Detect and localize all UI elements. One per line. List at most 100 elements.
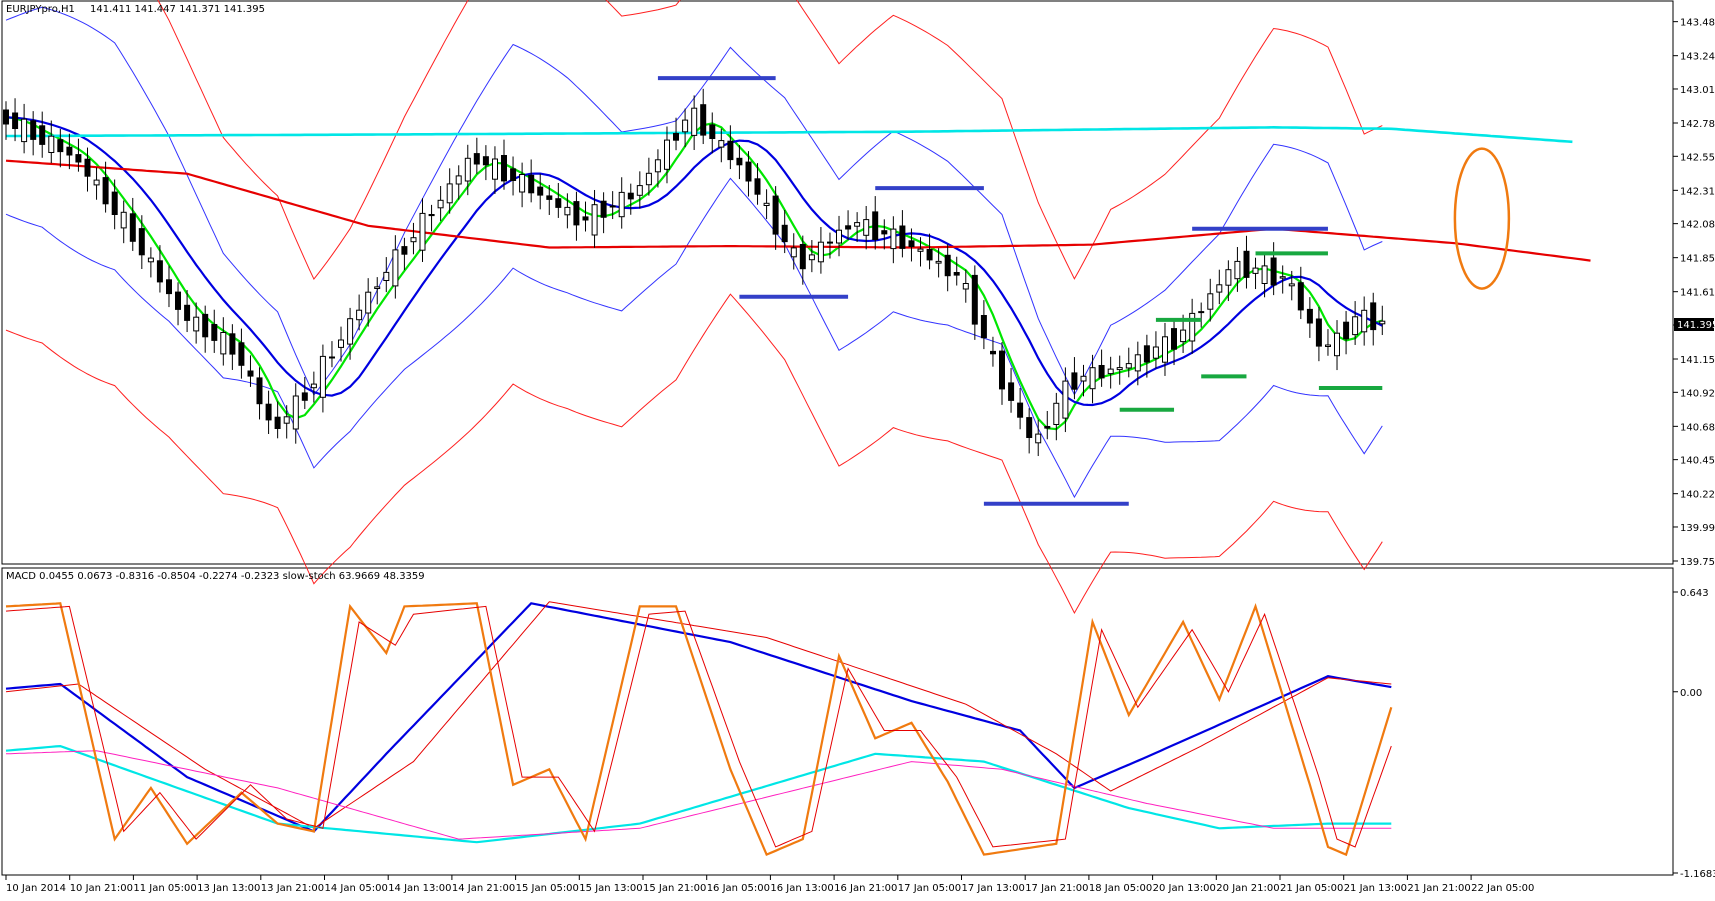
- candle: [854, 222, 861, 227]
- candle: [193, 316, 200, 332]
- candle: [301, 392, 308, 401]
- candle: [166, 279, 172, 295]
- price-tick-label: 139.755: [1680, 557, 1715, 568]
- highlight-ellipse: [1453, 147, 1511, 290]
- price-panel: [3, 0, 1591, 615]
- candle: [1107, 368, 1114, 375]
- candle: [872, 211, 879, 240]
- candle: [836, 229, 842, 244]
- candle: [464, 157, 471, 182]
- price-tick-label: 140.455: [1680, 456, 1715, 467]
- outer-band-upper: [157, 0, 1383, 281]
- candle: [510, 168, 517, 181]
- candle: [102, 177, 109, 205]
- candle: [238, 342, 245, 366]
- candle: [473, 153, 480, 165]
- current-price-label: 141.395: [1677, 320, 1715, 331]
- candle: [265, 403, 272, 421]
- candle: [564, 206, 571, 216]
- price-tick-label: 141.615: [1680, 288, 1715, 299]
- time-tick-label: 10 Jan 21:00: [70, 883, 133, 894]
- candle: [319, 355, 326, 398]
- candle: [673, 133, 679, 141]
- symbol-label: EURJPYpro,H1: [6, 4, 75, 15]
- candle: [990, 350, 996, 355]
- candle: [48, 135, 55, 153]
- candle: [944, 254, 951, 277]
- candle: [636, 185, 643, 196]
- candle: [410, 237, 417, 243]
- candle: [175, 291, 181, 310]
- candle: [700, 104, 707, 136]
- price-tick-label: 139.990: [1680, 523, 1715, 534]
- candle: [618, 191, 625, 218]
- indicator-series-1: [5, 601, 1392, 829]
- time-tick-label: 17 Jan 21:00: [1025, 883, 1088, 894]
- candle: [817, 241, 824, 263]
- time-tick-label: 20 Jan 13:00: [1153, 883, 1216, 894]
- candle: [184, 304, 191, 321]
- time-tick-label: 14 Jan 21:00: [452, 883, 515, 894]
- candle: [573, 201, 580, 226]
- candle: [600, 200, 607, 218]
- price-tick-label: 143.480: [1680, 18, 1715, 29]
- candle: [283, 416, 290, 424]
- ohlc-header: 141.411 141.447 141.371 141.395: [90, 4, 265, 15]
- candle: [356, 309, 363, 321]
- price-tick-label: 142.315: [1680, 186, 1715, 197]
- candle: [664, 139, 670, 170]
- candle: [120, 211, 127, 229]
- candle: [392, 249, 399, 287]
- candle: [220, 332, 227, 355]
- price-tick-label: 141.850: [1680, 254, 1715, 265]
- candle: [347, 318, 354, 345]
- candle: [1243, 250, 1250, 278]
- price-tick-label: 140.220: [1680, 490, 1715, 501]
- candle: [645, 172, 652, 186]
- candle: [1044, 426, 1051, 429]
- price-tick-label: 142.085: [1680, 220, 1715, 231]
- candle: [546, 195, 553, 200]
- indicator-series-2: [5, 744, 1392, 844]
- candle: [374, 286, 381, 289]
- time-tick-label: 16 Jan 21:00: [834, 883, 897, 894]
- time-tick-label: 11 Jan 05:00: [133, 883, 196, 894]
- candle: [691, 107, 698, 136]
- time-tick-label: 16 Jan 05:00: [707, 883, 770, 894]
- indicator-tick-label: 0.00: [1680, 688, 1702, 699]
- time-tick-label: 15 Jan 05:00: [516, 883, 579, 894]
- indicator-series-4: [5, 602, 1393, 857]
- candle: [1189, 312, 1196, 342]
- candle: [1125, 363, 1132, 369]
- candle: [1288, 283, 1295, 287]
- candle: [980, 315, 987, 339]
- candle: [256, 377, 263, 405]
- candle: [12, 112, 19, 129]
- candle: [1035, 433, 1042, 444]
- outer-band-lower: [5, 293, 1383, 615]
- time-tick-label: 21 Jan 13:00: [1344, 883, 1407, 894]
- candle: [709, 124, 716, 140]
- time-tick-label: 17 Jan 05:00: [898, 883, 961, 894]
- candle: [582, 216, 589, 221]
- time-tick-label: 16 Jan 13:00: [770, 883, 833, 894]
- current-price-tag: [1674, 318, 1714, 331]
- candle: [962, 283, 969, 290]
- candle: [736, 157, 743, 166]
- indicator-series-5: [5, 605, 1392, 848]
- candle: [492, 158, 498, 180]
- time-tick-label: 10 Jan 2014: [6, 883, 66, 894]
- candle: [609, 205, 616, 208]
- price-tick-label: 142.780: [1680, 119, 1715, 130]
- candle: [211, 324, 218, 341]
- candle: [935, 260, 942, 264]
- candle: [1152, 346, 1159, 359]
- candle: [1198, 311, 1205, 314]
- candle: [917, 248, 924, 252]
- candle: [111, 191, 118, 216]
- candle: [3, 109, 9, 125]
- candle: [455, 175, 462, 185]
- candle: [1352, 316, 1359, 336]
